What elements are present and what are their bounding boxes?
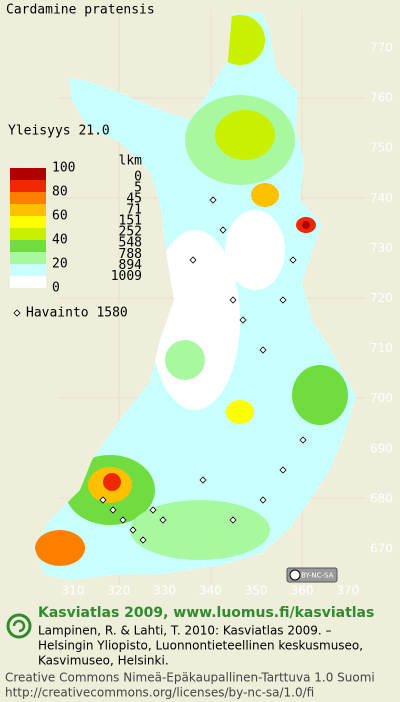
north-label: 690 [370,441,393,455]
legend-swatch [10,228,46,240]
license-badge [286,567,338,583]
citation-line: Kasvimuseo, Helsinki. [38,654,169,668]
legend-count: 788 [119,247,142,262]
north-label: 700 [370,391,393,405]
species-title: Cardamine pratensis [6,3,155,18]
legend-swatch [10,204,46,216]
observation-count: Havainto 1580 [26,306,128,321]
footer-heading: Kasviatlas 2009, www.luomus.fi/kasviatla… [38,605,374,621]
legend-swatch [10,276,46,288]
north-label: 760 [370,91,393,105]
observation-symbol [13,309,21,317]
license-url: http://creativecommons.org/licenses/by-n… [5,686,314,700]
north-label: 770 [370,41,393,55]
distribution-map [34,12,356,580]
east-label: 320 [107,584,130,598]
legend-swatch [10,216,46,228]
east-label: 370 [336,584,359,598]
legend-scale-label: 60 [52,209,68,224]
north-label: 740 [370,191,393,205]
legend-count: 548 [119,236,142,251]
license-badge-text: BY-NC-SA [301,572,334,580]
east-label: 310 [62,584,85,598]
legend-count: 151 [119,214,142,229]
north-label: 720 [370,291,393,305]
legend-count: 5 [134,181,142,196]
logo [6,613,32,639]
legend-swatch [10,264,46,276]
legend-count: 45 [126,192,142,207]
observation-points [99,196,307,544]
legend-count: 252 [119,225,142,240]
north-label: 750 [370,141,393,155]
legend-swatch [10,168,46,180]
legend-scale-label: 80 [52,185,68,200]
legend-swatch [10,180,46,192]
legend-swatch [10,240,46,252]
east-label: 330 [153,584,176,598]
north-label: 710 [370,341,393,355]
cc-icon [289,569,301,581]
legend-scale-label: 20 [52,257,68,272]
north-label: 680 [370,491,393,505]
citation-line: Helsingin Yliopisto, Luonnontieteellinen… [38,639,363,653]
east-label: 350 [245,584,268,598]
legend-scale-label: 0 [52,281,60,296]
legend-count: 71 [126,203,142,218]
east-label: 360 [291,584,314,598]
legend-swatch [10,252,46,264]
legend-count: 894 [119,258,143,273]
frequency: Yleisyys 21.0 [8,124,110,139]
legend-scale-label: 100 [52,161,75,176]
legend-swatch [10,192,46,204]
citation-line: Lampinen, R. & Lahti, T. 2010: Kasviatla… [38,624,332,638]
north-label: 730 [370,241,393,255]
legend-count: 0 [134,170,142,185]
north-label: 670 [370,542,393,556]
legend-count: 1009 [111,269,142,284]
legend-count-header: lkm [119,154,143,169]
legend-scale-label: 40 [52,233,68,248]
east-label: 340 [199,584,222,598]
license-text: Creative Commons Nimeä-Epäkaupallinen-Ta… [5,671,375,685]
